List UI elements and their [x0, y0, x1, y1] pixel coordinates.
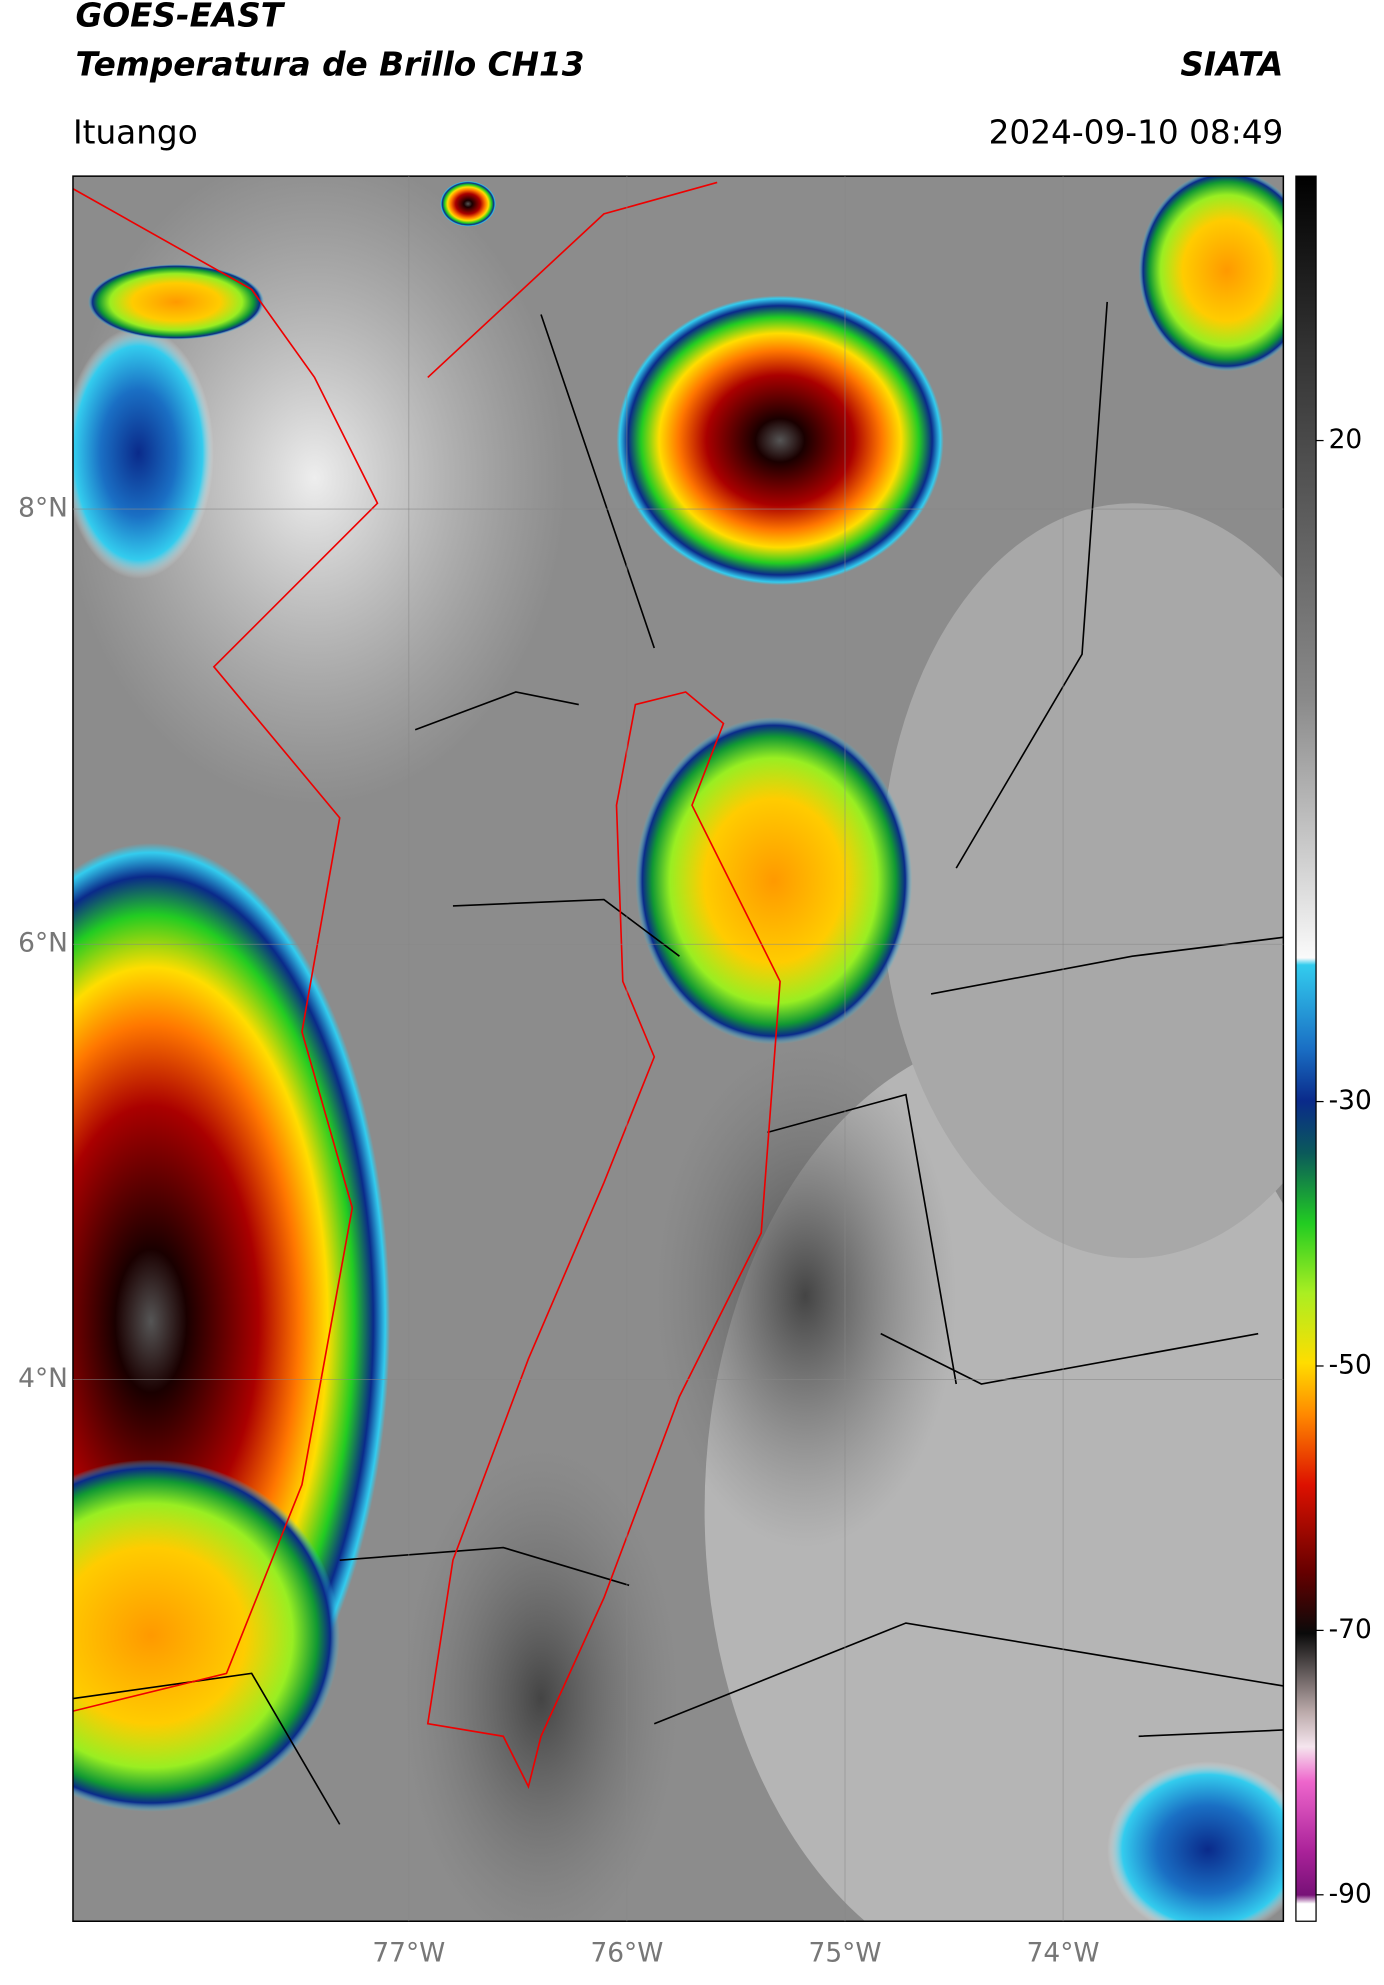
- lat-tick-label: 8°N: [18, 493, 68, 524]
- product-title: Temperatura de Brillo CH13: [75, 46, 584, 84]
- lon-tick-label: 75°W: [809, 1937, 882, 1968]
- colorbar-tick-label: -50: [1329, 1349, 1372, 1380]
- lon-tick-label: 77°W: [372, 1937, 445, 1968]
- colorbar: [1295, 175, 1317, 1922]
- lat-tick-label: 6°N: [18, 928, 68, 959]
- colorbar-tick-label: -70: [1329, 1614, 1372, 1645]
- colorbar-tick-label: -30: [1329, 1085, 1372, 1116]
- map-frame: [72, 175, 1285, 1922]
- lon-tick-label: 74°W: [1027, 1937, 1100, 1968]
- agency: SIATA: [1180, 46, 1283, 84]
- satellite-title: GOES-EAST: [75, 0, 285, 35]
- lon-tick-label: 76°W: [590, 1937, 663, 1968]
- lat-tick-label: 4°N: [18, 1363, 68, 1394]
- colorbar-tick-label: 20: [1329, 424, 1363, 455]
- colorbar-tick-label: -90: [1329, 1878, 1372, 1909]
- timestamp: 2024-09-10 08:49: [989, 114, 1284, 152]
- region: Ituango: [73, 114, 198, 152]
- satellite-image: [72, 176, 1284, 1922]
